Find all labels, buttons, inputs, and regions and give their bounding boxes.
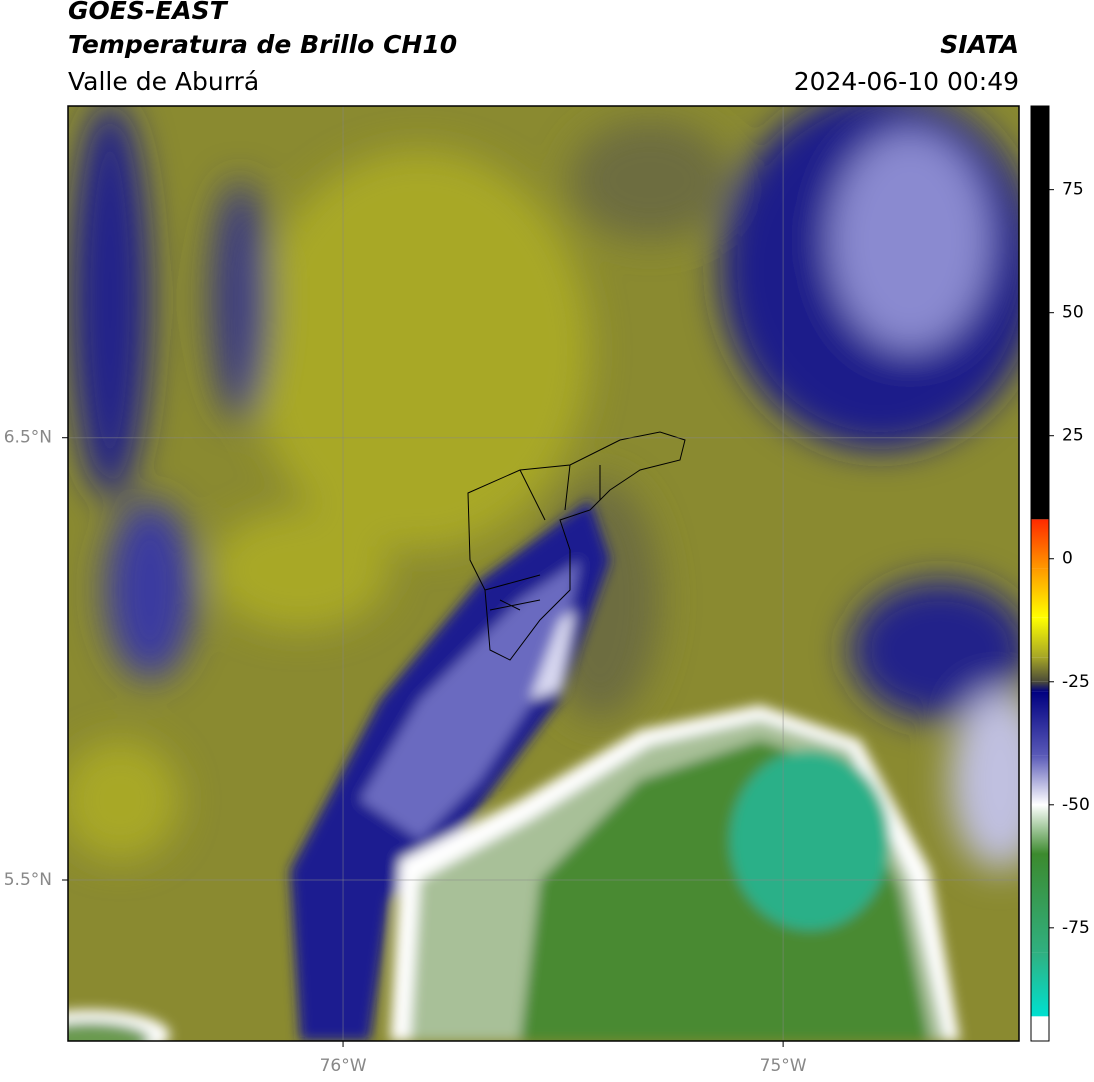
colorbar-tick-label: -25 <box>1062 672 1090 692</box>
colorbar-tick-label: 0 <box>1062 549 1073 569</box>
grid: 76°W 75°W 6.5°N 5.5°N <box>4 106 1019 1076</box>
colorbar-frame <box>1030 105 1050 1042</box>
x-tick-label: 75°W <box>760 1056 807 1076</box>
colorbar-tick-label: 50 <box>1062 303 1084 323</box>
source: SIATA <box>940 30 1019 59</box>
x-tick-label: 76°W <box>320 1056 367 1076</box>
colorbar-segment <box>1031 854 1049 953</box>
colorbar-segment <box>1031 1016 1049 1041</box>
satellite-image <box>68 106 1019 1041</box>
y-tick-label: 5.5°N <box>4 870 52 890</box>
colorbar-segment <box>1031 657 1049 682</box>
region: Valle de Aburrá <box>68 67 259 96</box>
datetime: 2024-06-10 00:49 <box>794 67 1019 96</box>
colorbar-tick-label: -75 <box>1062 918 1090 938</box>
colorbar-tick-label: -50 <box>1062 795 1090 815</box>
colorbar-segment <box>1031 681 1049 692</box>
map-frame <box>67 105 1020 1042</box>
colorbar-segment <box>1031 755 1049 805</box>
colorbar-segment <box>1031 804 1049 854</box>
colorbar-segment <box>1031 106 1049 520</box>
subtitle: Temperatura de Brillo CH10 <box>68 30 457 59</box>
colorbar-segment <box>1031 519 1049 569</box>
colorbar-segment <box>1031 952 1049 1017</box>
colorbar: 75 50 25 0 -25 -50 -75 <box>1031 106 1090 1041</box>
colorbar-segment <box>1031 568 1049 618</box>
y-tick-label: 6.5°N <box>4 428 52 448</box>
colorbar-tick-label: 75 <box>1062 180 1084 200</box>
colorbar-segment <box>1031 691 1049 756</box>
title: GOES-EAST <box>68 0 229 25</box>
colorbar-segment <box>1031 617 1049 658</box>
colorbar-tick-label: 25 <box>1062 426 1084 446</box>
